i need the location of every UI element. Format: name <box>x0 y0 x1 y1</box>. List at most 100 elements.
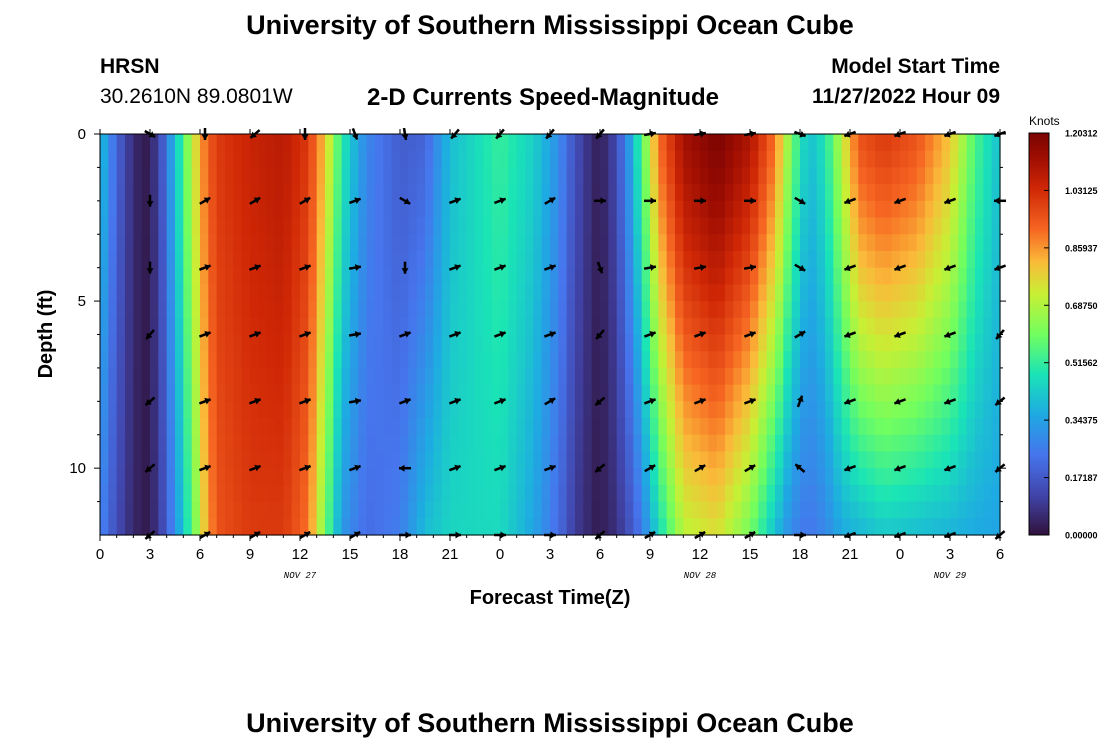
heatmap-cell <box>758 301 768 319</box>
heatmap-cell <box>916 267 926 285</box>
heatmap-cell <box>933 401 943 419</box>
heatmap-cell <box>258 518 268 536</box>
heatmap-cell <box>908 250 918 269</box>
heatmap-cell <box>858 184 868 202</box>
heatmap-cell <box>516 418 526 436</box>
heatmap-cell <box>158 351 168 369</box>
heatmap-cell <box>508 317 518 336</box>
heatmap-cell <box>941 250 951 269</box>
heatmap-cell <box>266 334 276 352</box>
heatmap-cell <box>400 167 409 185</box>
heatmap-cell <box>750 351 759 369</box>
heatmap-cell <box>450 484 459 503</box>
heatmap-cell <box>175 351 184 369</box>
heatmap-cell <box>525 367 534 386</box>
heatmap-cell <box>900 284 909 302</box>
heatmap-cell <box>233 317 243 336</box>
heatmap-cell <box>200 267 209 285</box>
heatmap-cell <box>725 301 734 319</box>
heatmap-cell <box>441 184 451 202</box>
heatmap-cell <box>358 250 368 269</box>
heatmap-cell <box>358 384 368 402</box>
heatmap-cell <box>233 217 243 235</box>
heatmap-cell <box>325 234 334 252</box>
heatmap-cell <box>150 401 159 419</box>
heatmap-cell <box>800 418 809 436</box>
heatmap-cell <box>258 401 268 419</box>
heatmap-cell <box>208 451 218 469</box>
heatmap-cell <box>691 384 701 402</box>
heatmap-cell <box>775 234 784 252</box>
heatmap-cell <box>733 150 743 169</box>
heatmap-cell <box>533 284 543 302</box>
heatmap-cell <box>441 134 451 152</box>
heatmap-cell <box>266 217 276 235</box>
heatmap-cell <box>258 167 268 185</box>
heatmap-cell <box>141 334 151 352</box>
heatmap-cell <box>933 317 943 336</box>
heatmap-cell <box>566 468 576 486</box>
heatmap-cell <box>233 167 243 185</box>
heatmap-cell <box>125 284 134 302</box>
arrow-head <box>750 197 756 205</box>
heatmap-cell <box>516 267 526 285</box>
heatmap-cell <box>575 200 584 219</box>
heatmap-cell <box>558 468 568 486</box>
heatmap-cell <box>983 250 993 269</box>
heatmap-cell <box>333 134 343 152</box>
heatmap-cell <box>625 518 634 536</box>
heatmap-cell <box>766 501 776 519</box>
heatmap-cell <box>525 451 534 469</box>
heatmap-cell <box>250 134 259 152</box>
heatmap-cell <box>275 217 284 235</box>
heatmap-cell <box>650 317 659 336</box>
heatmap-cell <box>850 384 859 402</box>
heatmap-cell <box>650 451 659 469</box>
heatmap-cell <box>591 267 601 285</box>
heatmap-cell <box>283 134 293 152</box>
heatmap-cell <box>600 484 609 503</box>
heatmap-cell <box>583 150 593 169</box>
heatmap-cell <box>108 284 118 302</box>
heatmap-cell <box>858 217 868 235</box>
heatmap-cell <box>575 384 584 402</box>
heatmap-cell <box>950 184 959 202</box>
heatmap-cell <box>808 501 818 519</box>
heatmap-cell <box>641 351 651 369</box>
arrow-head <box>354 464 361 472</box>
heatmap-cell <box>683 468 693 486</box>
heatmap-cell <box>300 267 309 285</box>
heatmap-cell <box>800 468 809 486</box>
heatmap-cell <box>516 468 526 486</box>
heatmap-cell <box>208 217 218 235</box>
heatmap-cell <box>666 284 676 302</box>
heatmap-cell <box>175 200 184 219</box>
heatmap-cell <box>416 518 426 536</box>
heatmap-cell <box>808 401 818 419</box>
heatmap-cell <box>275 401 284 419</box>
current-arrow <box>298 397 312 405</box>
heatmap-cell <box>566 134 576 152</box>
heatmap-cell <box>966 384 976 402</box>
heatmap-cell <box>141 401 151 419</box>
heatmap-cell <box>866 418 876 436</box>
heatmap-cell <box>450 234 459 252</box>
heatmap-cell <box>300 384 309 402</box>
heatmap-cell <box>441 200 451 219</box>
heatmap-cell <box>941 518 951 536</box>
current-arrow <box>594 197 606 205</box>
heatmap-cell <box>966 334 976 352</box>
x-tick-label: 6 <box>596 546 604 563</box>
heatmap-cell <box>541 267 551 285</box>
heatmap-cell <box>425 234 434 252</box>
heatmap-cell <box>675 217 684 235</box>
current-arrow <box>543 331 557 338</box>
heatmap-cell <box>641 134 651 152</box>
y-axis-title: Depth (ft) <box>35 290 57 379</box>
heatmap-cell <box>991 250 1001 269</box>
heatmap-cell <box>141 284 151 302</box>
heatmap-cell <box>375 150 384 169</box>
heatmap-cell <box>783 401 793 419</box>
heatmap-cell <box>633 434 643 453</box>
heatmap-cell <box>883 451 893 469</box>
